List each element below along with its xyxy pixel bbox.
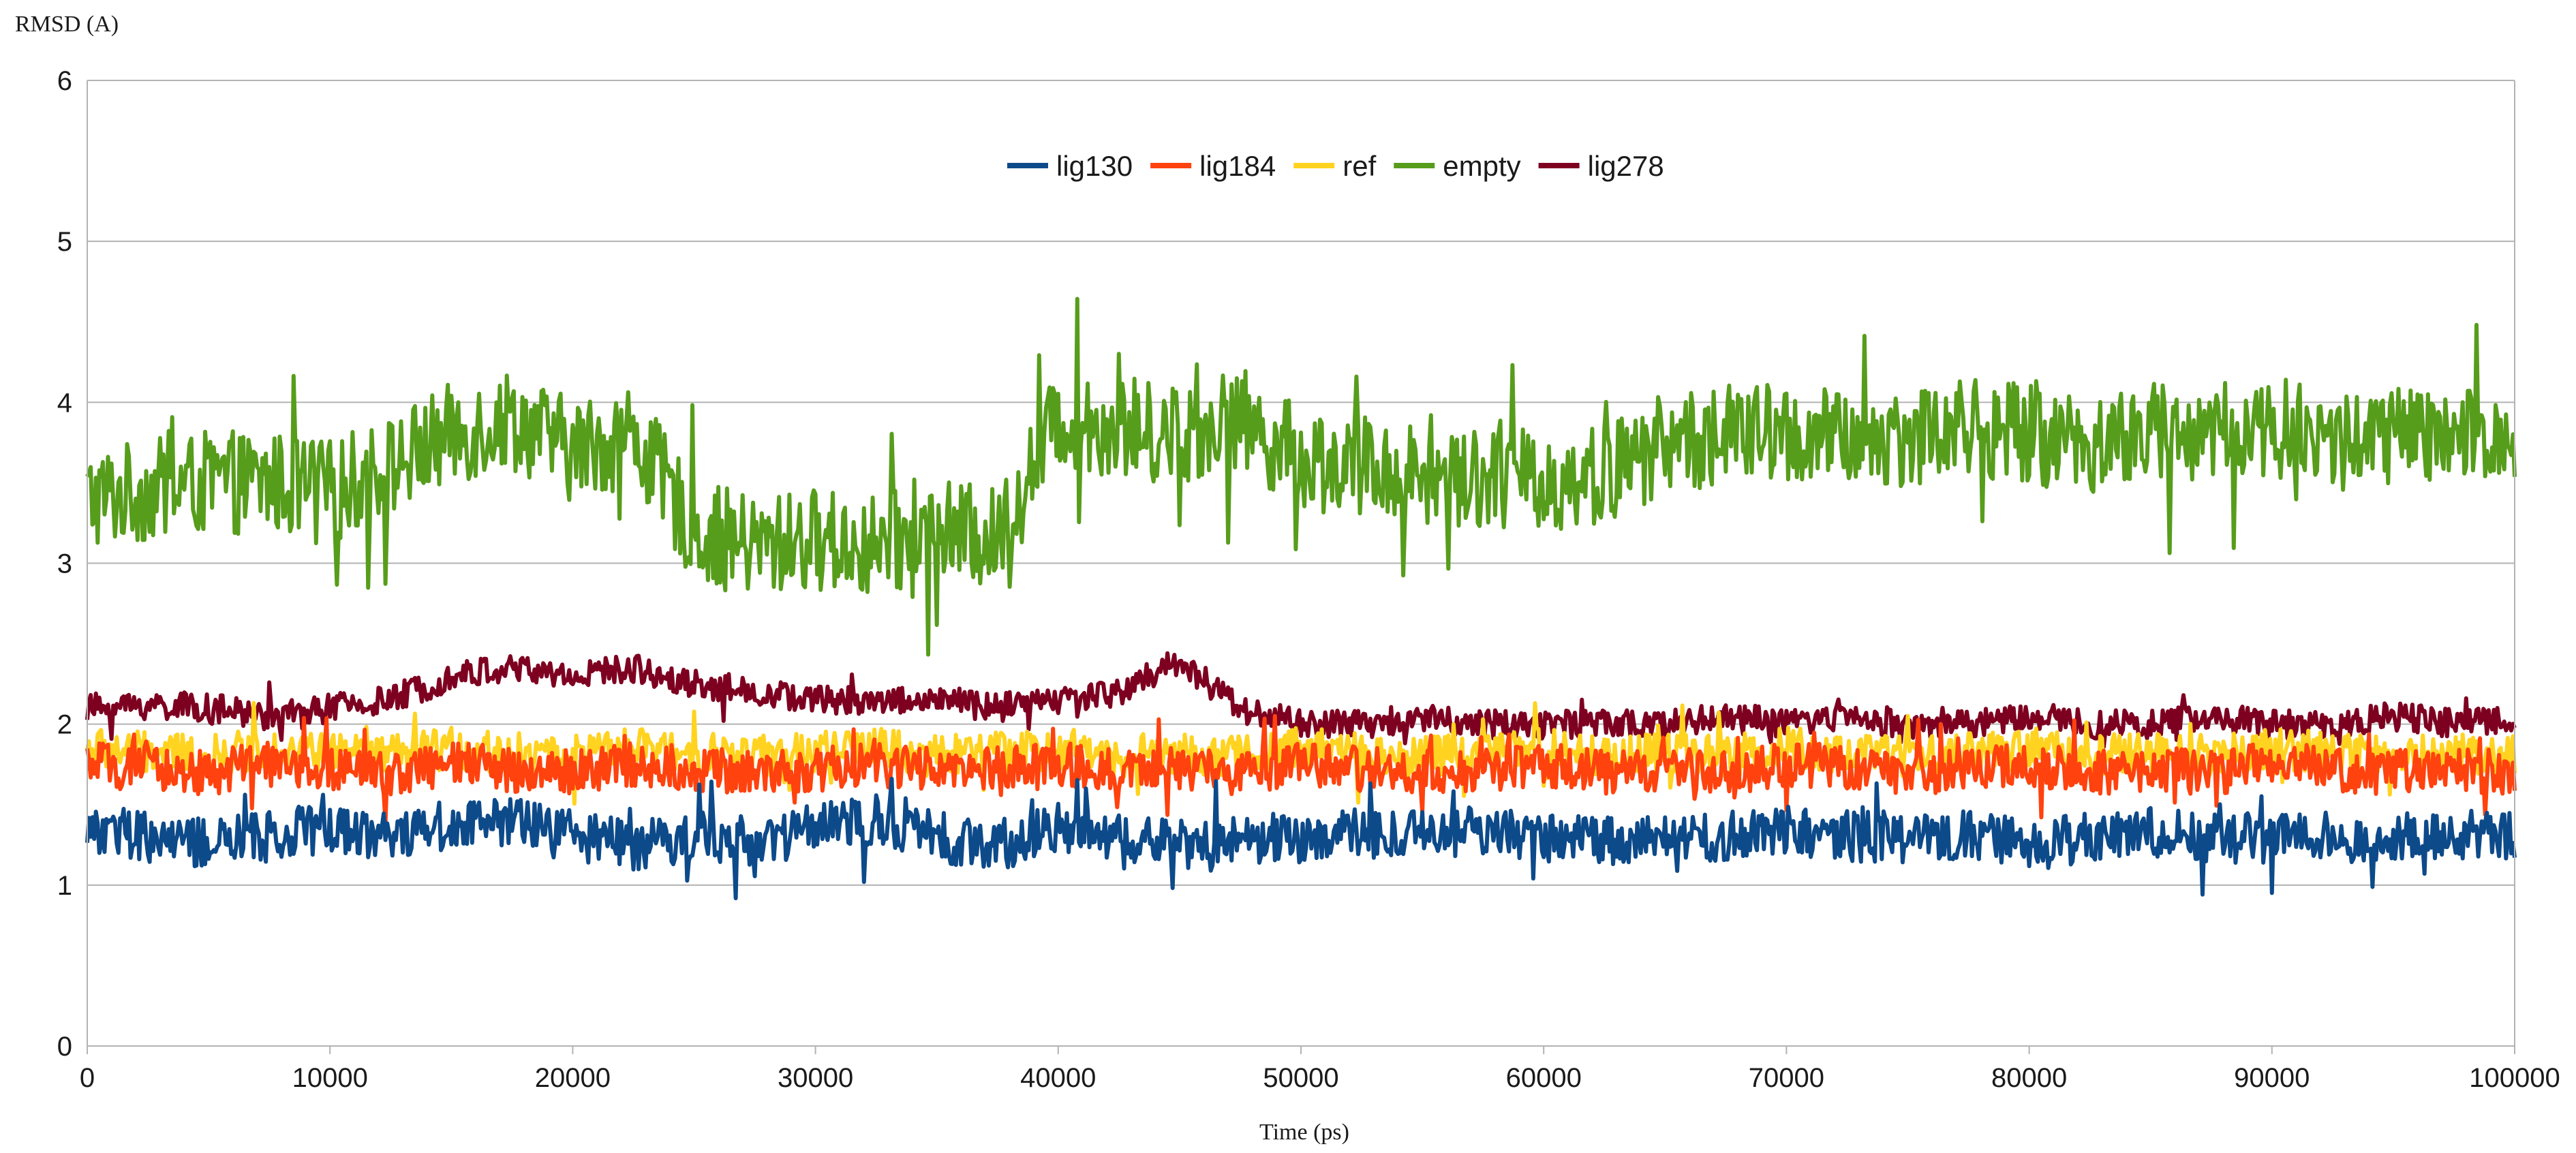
y-tick-label: 6 (57, 66, 72, 96)
x-tick-label: 70000 (1749, 1063, 1824, 1093)
series-line-lig278 (85, 651, 2517, 750)
gridlines (87, 80, 2515, 1047)
series-line-lig184 (85, 713, 2517, 825)
x-tick-label: 30000 (778, 1063, 853, 1093)
x-tick-label: 90000 (2234, 1063, 2310, 1093)
x-tick-label: 0 (80, 1063, 95, 1093)
legend: lig130 lig184 ref empty lig278 (1007, 150, 1664, 182)
y-tick-label: 4 (57, 388, 72, 418)
legend-label-lig184: lig184 (1199, 150, 1276, 182)
y-tick-label: 3 (57, 549, 72, 579)
x-tick-label: 20000 (535, 1063, 611, 1093)
x-tick-label: 80000 (1991, 1063, 2067, 1093)
legend-label-ref: ref (1343, 150, 1376, 182)
x-tick-label: 10000 (292, 1063, 368, 1093)
x-axis-title: Time (ps) (1259, 1120, 1349, 1145)
series-lines (85, 296, 2517, 901)
legend-label-lig278: lig278 (1588, 150, 1664, 182)
y-axis-title: RMSD (A) (15, 12, 119, 37)
series-line-empty (85, 296, 2517, 657)
legend-label-empty: empty (1443, 150, 1520, 182)
y-tick-label: 5 (57, 227, 72, 257)
legend-label-lig130: lig130 (1056, 150, 1133, 182)
x-tick-label: 100000 (2469, 1063, 2560, 1093)
series-line-lig130 (85, 776, 2517, 901)
x-tick-label: 60000 (1506, 1063, 1582, 1093)
y-tick-label: 1 (57, 871, 72, 901)
x-tick-label: 40000 (1020, 1063, 1096, 1093)
axes: 0 1 2 3 4 5 6 0 10000 20000 30000 40000 50000 60000 70… (57, 66, 2560, 1093)
y-tick-label: 0 (57, 1032, 72, 1062)
x-tick-label: 50000 (1263, 1063, 1338, 1093)
y-tick-label: 2 (57, 710, 72, 740)
